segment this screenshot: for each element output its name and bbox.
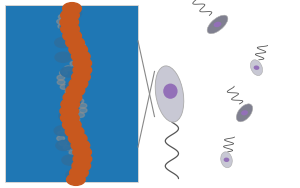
Circle shape xyxy=(59,141,67,146)
Circle shape xyxy=(65,126,84,137)
Circle shape xyxy=(71,94,79,99)
Circle shape xyxy=(62,119,81,131)
Circle shape xyxy=(68,133,87,144)
Circle shape xyxy=(68,5,76,10)
Circle shape xyxy=(54,126,70,136)
Circle shape xyxy=(55,37,71,48)
Circle shape xyxy=(80,47,87,52)
Circle shape xyxy=(61,112,79,124)
Circle shape xyxy=(57,136,64,141)
Circle shape xyxy=(79,103,87,108)
Circle shape xyxy=(71,139,90,151)
Circle shape xyxy=(60,23,76,33)
Circle shape xyxy=(69,150,77,155)
Circle shape xyxy=(79,108,87,113)
Circle shape xyxy=(61,127,69,131)
Circle shape xyxy=(78,159,86,164)
Circle shape xyxy=(66,170,82,180)
Circle shape xyxy=(73,153,92,165)
Circle shape xyxy=(65,89,73,94)
Circle shape xyxy=(58,131,65,136)
Circle shape xyxy=(63,30,82,42)
Ellipse shape xyxy=(236,104,253,122)
Ellipse shape xyxy=(241,110,248,115)
Circle shape xyxy=(74,155,82,160)
Circle shape xyxy=(58,24,66,29)
Circle shape xyxy=(66,122,74,127)
Circle shape xyxy=(80,164,87,169)
Circle shape xyxy=(68,178,76,183)
Circle shape xyxy=(67,174,85,185)
Circle shape xyxy=(58,14,66,19)
Circle shape xyxy=(70,61,78,66)
Circle shape xyxy=(70,167,88,179)
Circle shape xyxy=(64,96,81,106)
Circle shape xyxy=(78,169,86,174)
Circle shape xyxy=(63,92,82,103)
Circle shape xyxy=(71,51,90,62)
Circle shape xyxy=(62,10,70,15)
Circle shape xyxy=(59,111,75,121)
Circle shape xyxy=(61,99,80,110)
Ellipse shape xyxy=(214,22,221,27)
Circle shape xyxy=(60,105,79,117)
Circle shape xyxy=(56,140,72,151)
Circle shape xyxy=(57,80,65,85)
Circle shape xyxy=(75,57,83,61)
Circle shape xyxy=(73,57,92,69)
Circle shape xyxy=(63,3,81,14)
Circle shape xyxy=(76,99,84,103)
Circle shape xyxy=(65,8,82,18)
Circle shape xyxy=(69,44,88,55)
Circle shape xyxy=(72,71,90,83)
Circle shape xyxy=(55,52,71,62)
Circle shape xyxy=(79,52,86,57)
Ellipse shape xyxy=(250,60,262,76)
Circle shape xyxy=(67,33,75,38)
Circle shape xyxy=(66,85,85,96)
Circle shape xyxy=(73,146,92,158)
Ellipse shape xyxy=(155,66,184,122)
Circle shape xyxy=(72,160,91,172)
Bar xyxy=(6,6,138,182)
Circle shape xyxy=(66,82,82,92)
Bar xyxy=(6,6,138,182)
Circle shape xyxy=(57,75,65,80)
Circle shape xyxy=(72,117,80,122)
Circle shape xyxy=(77,42,85,47)
Ellipse shape xyxy=(224,158,230,162)
Circle shape xyxy=(69,78,88,89)
Circle shape xyxy=(60,16,79,28)
Circle shape xyxy=(77,113,85,118)
Circle shape xyxy=(61,9,79,21)
Ellipse shape xyxy=(163,83,178,99)
Circle shape xyxy=(73,64,92,76)
Circle shape xyxy=(62,28,70,33)
Circle shape xyxy=(60,85,68,89)
Circle shape xyxy=(57,19,64,24)
Circle shape xyxy=(66,37,84,49)
Ellipse shape xyxy=(207,15,228,34)
Circle shape xyxy=(74,173,82,178)
Circle shape xyxy=(64,66,72,71)
Ellipse shape xyxy=(221,152,232,168)
Ellipse shape xyxy=(254,65,260,70)
Circle shape xyxy=(61,67,77,77)
Circle shape xyxy=(73,38,81,43)
Circle shape xyxy=(63,145,71,150)
Circle shape xyxy=(59,70,67,75)
Circle shape xyxy=(62,155,78,165)
Circle shape xyxy=(61,23,80,35)
